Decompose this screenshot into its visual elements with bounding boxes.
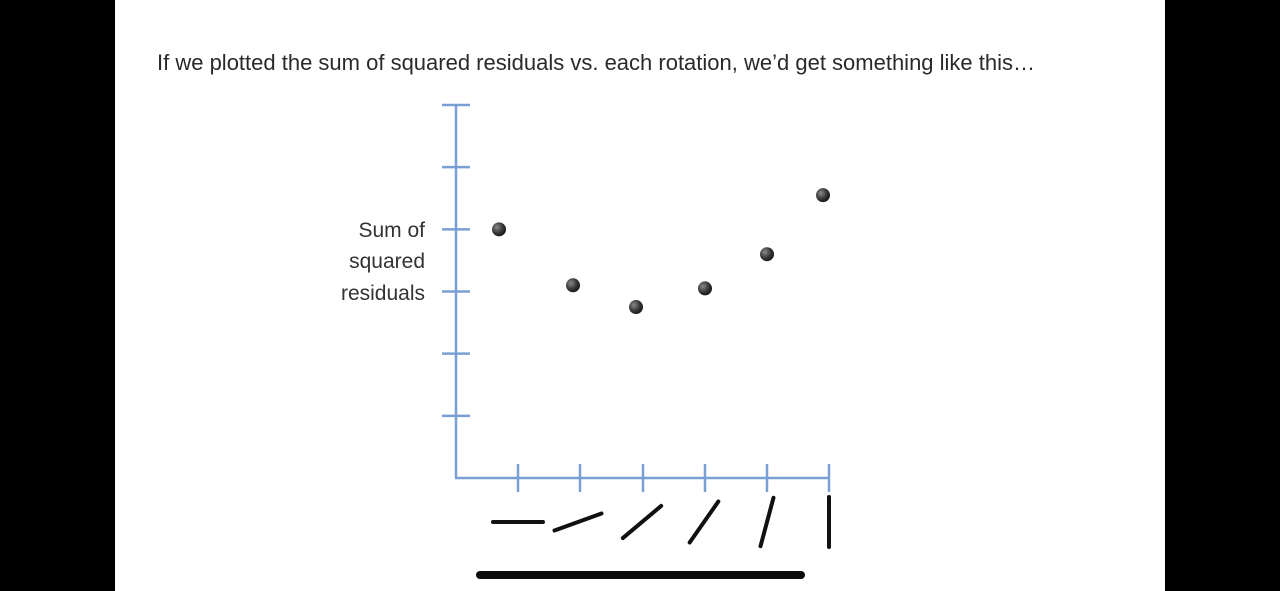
rotation-glyph: [620, 503, 664, 541]
y-axis-label: Sum of squared residuals: [341, 219, 425, 305]
slide-title: If we plotted the sum of squared residua…: [157, 50, 1036, 75]
slide: If we plotted the sum of squared residua…: [115, 0, 1165, 591]
chart: Sum of squared residuals: [341, 103, 831, 549]
rotation-glyph: [687, 499, 721, 545]
rotation-glyph: [552, 511, 604, 533]
home-indicator[interactable]: [476, 571, 805, 579]
data-point: [492, 222, 506, 237]
rotation-glyph: [758, 495, 776, 549]
data-points: [492, 188, 830, 315]
data-point: [816, 188, 830, 203]
data-point: [760, 247, 774, 262]
y-axis-label-line-1: Sum of: [358, 219, 425, 242]
y-axis-label-line-3: residuals: [341, 282, 425, 305]
y-axis-ticks: [442, 165, 470, 418]
data-point: [629, 300, 643, 315]
data-point: [566, 278, 580, 293]
y-axis-label-line-2: squared: [349, 250, 425, 273]
rotation-glyphs: [491, 495, 831, 549]
data-point: [698, 281, 712, 296]
x-axis-ticks: [516, 464, 831, 492]
